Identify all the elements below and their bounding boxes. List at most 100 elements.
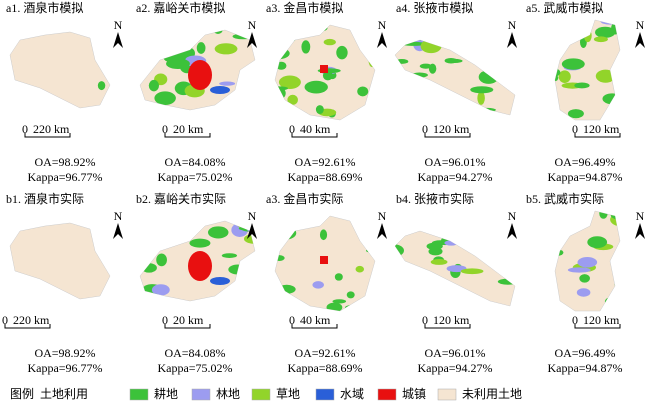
land-patch xyxy=(257,79,265,84)
north-arrow xyxy=(377,223,387,239)
land-patch xyxy=(490,214,499,219)
land-patch xyxy=(444,57,458,64)
legend-subtitle: 土地利用 xyxy=(40,387,88,401)
land-patch xyxy=(151,217,166,221)
land-patch xyxy=(451,231,467,236)
land-patch xyxy=(296,302,307,310)
water-area xyxy=(210,86,230,94)
land-patch xyxy=(243,265,255,271)
land-patch xyxy=(10,278,23,293)
land-patch xyxy=(498,244,515,253)
kappa-text: Kappa=94.27% xyxy=(417,361,492,375)
land-patch xyxy=(513,55,529,61)
land-patch xyxy=(470,86,494,94)
land-patch xyxy=(477,8,485,15)
land-patch xyxy=(151,284,170,296)
land-patch xyxy=(247,69,255,78)
land-patch xyxy=(295,25,310,26)
land-patch xyxy=(593,36,608,43)
scale-zero: 0 xyxy=(572,313,578,327)
land-patch xyxy=(610,212,620,227)
land-patch xyxy=(624,87,643,101)
land-use-map xyxy=(513,19,650,124)
land-patch xyxy=(490,235,500,250)
land-patch xyxy=(148,79,160,92)
land-patch xyxy=(275,226,297,240)
land-patch xyxy=(387,308,399,321)
panel-title: a3. 金昌市实际 xyxy=(266,191,343,206)
scale-zero: 0 xyxy=(289,122,295,136)
land-patch xyxy=(161,44,169,58)
land-patch xyxy=(420,40,442,54)
scale-bar xyxy=(291,324,338,329)
land-patch xyxy=(519,309,526,321)
land-patch xyxy=(243,234,255,244)
oa-text: OA=98.92% xyxy=(34,155,95,169)
land-patch xyxy=(164,16,187,22)
scale-bar xyxy=(424,133,471,138)
oa-text: OA=92.61% xyxy=(294,155,355,169)
land-patch xyxy=(497,278,515,285)
land-patch xyxy=(240,81,255,95)
land-patch xyxy=(343,197,363,208)
land-patch xyxy=(228,264,248,275)
land-patch xyxy=(180,30,202,31)
north-label: N xyxy=(248,18,257,32)
scale-label: 220 km xyxy=(13,313,50,327)
land-patch xyxy=(24,32,49,34)
land-patch xyxy=(0,206,20,219)
scale-bar xyxy=(4,324,51,329)
oa-text: OA=84.08% xyxy=(164,155,225,169)
scale-label: 120 km xyxy=(583,122,620,136)
north-label: N xyxy=(248,209,257,223)
land-patch xyxy=(560,231,568,243)
kappa-text: Kappa=96.77% xyxy=(27,361,102,375)
land-patch xyxy=(526,294,533,302)
land-patch xyxy=(624,119,633,124)
land-patch xyxy=(275,44,280,51)
kappa-text: Kappa=94.27% xyxy=(417,170,492,184)
land-patch xyxy=(275,299,280,305)
north-arrow xyxy=(113,32,123,48)
north-label: N xyxy=(636,209,645,223)
land-patch xyxy=(254,251,267,261)
land-patch xyxy=(140,33,155,39)
land-use-map xyxy=(0,206,111,300)
land-patch xyxy=(522,96,545,104)
scale-label: 120 km xyxy=(433,122,470,136)
north-arrow xyxy=(507,32,517,48)
legend-label: 未利用土地 xyxy=(462,387,522,401)
land-patch xyxy=(380,270,397,281)
urban-area xyxy=(320,256,328,264)
oa-text: OA=96.49% xyxy=(554,346,615,360)
urban-area xyxy=(188,251,212,281)
land-patch xyxy=(519,106,537,117)
land-patch xyxy=(395,272,408,278)
land-patch xyxy=(312,281,324,289)
land-patch xyxy=(338,216,349,217)
panel-title: a3. 金昌市模拟 xyxy=(266,0,343,15)
north-arrow xyxy=(507,223,517,239)
land-patch xyxy=(519,303,542,309)
legend-swatch xyxy=(251,388,271,401)
land-patch xyxy=(634,85,650,91)
land-patch xyxy=(207,226,229,239)
land-patch xyxy=(531,223,546,228)
kappa-text: Kappa=94.87% xyxy=(547,170,622,184)
land-patch xyxy=(624,287,631,294)
land-patch xyxy=(450,299,462,305)
land-patch xyxy=(214,43,238,55)
scale-zero: 0 xyxy=(572,122,578,136)
scale-bar xyxy=(24,133,71,138)
land-patch xyxy=(567,109,584,119)
land-patch xyxy=(275,86,289,91)
land-patch xyxy=(0,268,8,275)
land-patch xyxy=(146,267,155,273)
land-patch xyxy=(527,41,538,51)
land-patch xyxy=(418,96,439,110)
land-patch xyxy=(409,96,429,103)
land-patch xyxy=(559,27,572,38)
scale-bar xyxy=(574,324,621,329)
scale-zero: 0 xyxy=(422,122,428,136)
